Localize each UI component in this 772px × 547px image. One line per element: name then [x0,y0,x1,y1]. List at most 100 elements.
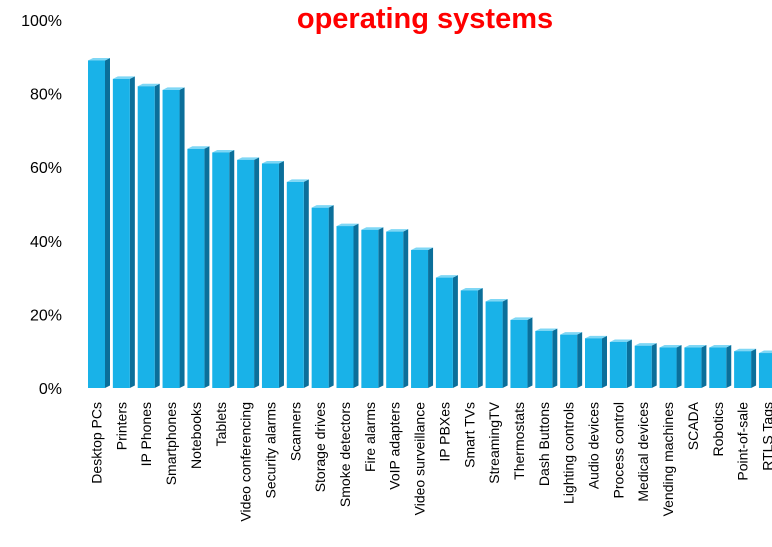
x-tick-label: IP PBXes [436,402,452,462]
bar-side [278,161,284,388]
bar [361,227,384,388]
x-tick-label: Dash Buttons [536,402,552,486]
bar-top [162,87,185,90]
bar-front [212,152,230,388]
bar [112,76,135,388]
bar-side [179,87,185,389]
bar-front [659,347,677,388]
bar [435,275,458,388]
bar-top [684,345,707,348]
bar [162,87,185,389]
x-tick-label: Audio devices [586,402,602,489]
bar-top [311,205,334,208]
x-tick-label: VoIP adapters [387,402,403,490]
x-tick-label: Printers [113,402,129,450]
bar-front [510,319,528,388]
bar [560,332,583,388]
bar-front [237,159,255,388]
bar-front [460,290,478,388]
bar-top [286,179,309,182]
bar [88,57,110,388]
x-tick-label: SCADA [685,401,701,450]
x-tick-label: Smart TVs [461,402,477,468]
x-tick-label: Notebooks [188,402,204,469]
bar-front [758,353,772,388]
x-tick-label: Storage drives [312,402,328,492]
bar [237,157,260,388]
bar [485,299,508,388]
bar-top [361,227,384,230]
bar-top [137,83,160,87]
y-tick-label: 60% [30,160,62,177]
bar-top [88,57,110,61]
x-tick-label: Point-of-sale [735,402,751,481]
x-tick-label: Security alarms [262,402,278,498]
bar [286,179,309,388]
bar-side [527,317,533,388]
bar-front [485,301,503,388]
bar-side [452,275,458,388]
bar-front [88,60,105,388]
bar [684,345,707,388]
bar-top [212,149,235,153]
bar-front [137,86,155,389]
bar [386,229,409,388]
bar-front [386,231,404,388]
bar-front [734,351,752,388]
bar-front [311,207,329,388]
bar-top [609,339,632,342]
x-tick-label: Desktop PCs [89,402,105,484]
x-tick-label: Smartphones [163,402,179,485]
bar-front [709,347,727,388]
bar-top [386,229,409,232]
bar-front [435,277,453,388]
bar-top [634,343,657,346]
bar [634,343,657,388]
bar-top [560,332,583,335]
bar-front [684,347,702,388]
bar-top [460,287,483,291]
bar-top [411,247,434,250]
bar-side [751,348,757,388]
bar-front [261,163,279,388]
bar [585,335,607,388]
bar-front [336,226,354,388]
bars [88,57,772,389]
bar [758,350,772,388]
bar-top [187,146,210,149]
bar-front [609,342,627,388]
bar-top [261,161,284,164]
x-tick-label: RTLS Tags [759,402,772,471]
bar [212,149,235,388]
bar-top [734,348,757,352]
bar-front [187,148,205,388]
bar-front [634,345,652,388]
bar-side [477,287,483,388]
y-tick-label: 0% [39,381,62,398]
x-axis-ticks: Desktop PCs Printers IP Phones Smartphones N… [89,401,772,521]
bar-side [701,345,707,388]
bar-side [353,223,359,388]
bar-side [105,57,110,388]
bar [734,348,757,388]
bar-top [485,299,508,302]
bar-side [602,335,607,388]
x-tick-label: Video conferencing [238,402,254,522]
bar-side [502,299,508,388]
bar-side [403,229,409,388]
bar-side [577,332,583,388]
x-tick-label: Video surveillance [412,402,428,516]
bar [187,146,210,388]
bar-front [535,330,553,388]
x-tick-label: Fire alarms [362,402,378,472]
bar [261,161,284,388]
bar-top [112,76,135,79]
bar-top [336,223,359,227]
bar-side [552,328,558,388]
bar-front [585,338,602,388]
bar [460,287,483,388]
bar-front [411,250,429,388]
bar-front [361,229,379,388]
bar-side [676,345,682,388]
